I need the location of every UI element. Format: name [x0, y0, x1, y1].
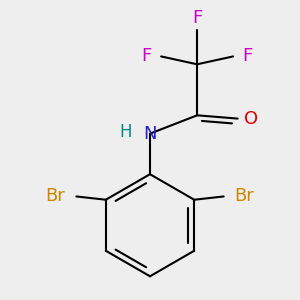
Text: F: F [142, 47, 152, 65]
Text: Br: Br [46, 188, 65, 206]
Text: H: H [119, 123, 131, 141]
Text: F: F [242, 47, 253, 65]
Text: Br: Br [235, 188, 254, 206]
Text: F: F [192, 10, 202, 28]
Text: O: O [244, 110, 258, 128]
Text: N: N [143, 124, 157, 142]
